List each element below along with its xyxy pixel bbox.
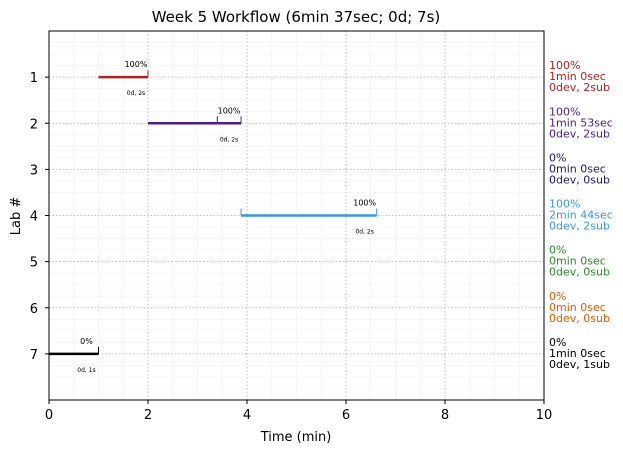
y-tick-label: 7 [30,348,38,363]
side-summary-line: 0dev, 2sub [549,81,610,94]
side-summary-line: 0% [549,151,566,164]
y-tick-label: 4 [30,210,38,225]
x-tick-label: 10 [536,408,553,423]
y-tick-label: 6 [30,302,38,317]
side-summary-line: 0dev, 2sub [549,127,610,140]
side-summary-line: 1min 53sec [549,116,613,129]
bar-percent-label: 100% [125,60,148,69]
side-summary-line: 0min 0sec [549,255,606,268]
side-summary-line: 0dev, 2sub [549,220,610,233]
side-summary-line: 0% [549,336,566,349]
x-tick-label: 6 [342,408,350,423]
side-summary-line: 1min 0sec [549,70,606,83]
side-summary-line: 100% [549,59,580,72]
side-summary-line: 0% [549,244,566,257]
plot-frame [48,30,545,401]
side-summary-line: 0min 0sec [549,301,606,314]
x-tick-label: 8 [441,408,449,423]
bar-percent-label: 0% [80,337,93,346]
chart-title: Week 5 Workflow (6min 37sec; 0d; 7s) [152,8,441,26]
y-tick-label: 2 [30,117,38,132]
x-tick-label: 2 [144,408,152,423]
side-summary-line: 0dev, 0sub [549,266,610,279]
x-axis-label: Time (min) [260,430,332,445]
side-summary-line: 0dev, 0sub [549,173,610,186]
side-summary-line: 0dev, 1sub [549,358,610,371]
y-tick-label: 3 [30,163,38,178]
x-tick-label: 0 [45,408,53,423]
bar-sub-label: 0d, 1s [77,367,95,374]
side-summary-line: 1min 0sec [549,347,606,360]
x-tick-label: 4 [243,408,251,423]
y-tick-label: 5 [30,256,38,271]
side-summary-line: 0dev, 0sub [549,312,610,325]
bar-sub-label: 0d, 2s [220,136,238,143]
y-axis-label: Lab # [9,197,24,236]
bar-sub-label: 0d, 2s [355,229,373,236]
y-tick-label: 1 [30,71,38,86]
side-summary-line: 100% [549,198,580,211]
side-summary-line: 0% [549,290,566,303]
bar-percent-label: 100% [218,106,241,115]
bar-sub-label: 0d, 2s [127,90,145,97]
grid [49,31,544,400]
bar-percent-label: 100% [353,199,376,208]
side-summary-line: 0min 0sec [549,162,606,175]
side-summary-line: 2min 44sec [549,209,613,222]
side-summary-line: 100% [549,105,580,118]
